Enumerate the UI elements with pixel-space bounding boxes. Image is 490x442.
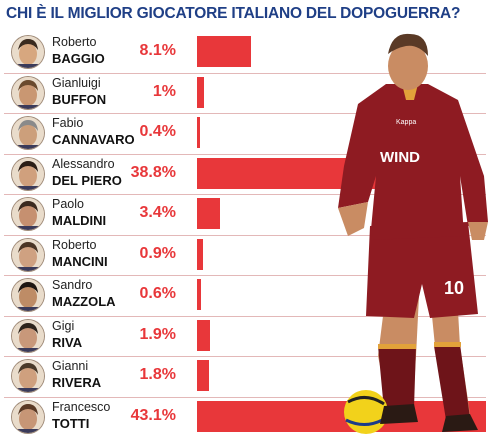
player-avatar (12, 76, 44, 109)
player-avatar (12, 319, 44, 352)
bar (197, 117, 200, 148)
player-first-name: Gigi (52, 318, 75, 333)
bar (197, 400, 486, 432)
bar (197, 279, 202, 310)
row-divider (4, 234, 486, 236)
player-avatar (12, 36, 44, 68)
data-label: 1.8% (139, 366, 176, 383)
bar (197, 198, 220, 229)
row-divider (4, 113, 486, 114)
chart-title: CHI È IL MIGLIOR GIOCATORE ITALIANO DEL … (6, 5, 461, 22)
bar (197, 360, 210, 391)
bar (197, 36, 252, 67)
player-last-name: BAGGIO (52, 51, 105, 66)
player-last-name: RIVERA (52, 375, 102, 390)
player-first-name: Paolo (52, 197, 84, 211)
chart-row: Gianni RIVERA 1.8% (0, 357, 490, 395)
player-last-name: TOTTI (52, 415, 90, 431)
player-avatar (12, 198, 44, 230)
row-divider (4, 194, 486, 195)
player-last-name: MAZZOLA (52, 294, 116, 309)
player-last-name: RIVA (52, 334, 83, 350)
data-label: 38.8% (130, 163, 176, 181)
player-last-name: CANNAVARO (52, 132, 135, 147)
player-first-name: Roberto (52, 35, 97, 49)
player-first-name: Gianni (52, 359, 89, 373)
chart-row: Gigi RIVA 1.9% (0, 317, 490, 355)
player-avatar (12, 238, 44, 271)
data-label: 0.4% (139, 123, 176, 140)
player-first-name: Roberto (52, 237, 97, 252)
row-divider (4, 275, 486, 276)
data-label: 0.6% (139, 285, 176, 302)
player-avatar (12, 117, 44, 149)
player-first-name: Gianluigi (52, 75, 101, 90)
player-avatar (12, 400, 44, 433)
player-last-name: DEL PIERO (52, 172, 122, 188)
row-divider (4, 315, 486, 317)
chart-row: Gianluigi BUFFON 1% (0, 74, 490, 112)
data-label: 1% (152, 82, 176, 100)
data-label: 43.1% (130, 406, 176, 424)
bar (197, 157, 458, 189)
player-first-name: Francesco (52, 399, 111, 414)
player-last-name: MALDINI (52, 213, 107, 228)
player-avatar (12, 157, 44, 190)
data-label: 3.4% (139, 204, 176, 221)
data-label: 0.9% (139, 244, 176, 262)
bar (197, 319, 210, 351)
bar (197, 238, 204, 270)
row-divider (4, 356, 486, 357)
player-first-name: Fabio (52, 116, 84, 130)
chart-row: Sandro MAZZOLA 0.6% (0, 276, 490, 314)
player-avatar (12, 360, 44, 392)
chart-row: Roberto BAGGIO 8.1% (0, 33, 490, 71)
chart-row: Roberto MANCINI 0.9% (0, 236, 490, 274)
player-last-name: BUFFON (52, 91, 107, 107)
chart-row: Fabio CANNAVARO 0.4% (0, 114, 490, 152)
row-divider (4, 72, 486, 74)
player-first-name: Alessandro (52, 156, 115, 171)
player-last-name: MANCINI (52, 253, 108, 269)
chart-row: Francesco TOTTI 43.1% (0, 398, 490, 436)
player-avatar (12, 279, 44, 311)
bar (197, 76, 204, 108)
row-divider (4, 396, 486, 398)
chart-row: Alessandro DEL PIERO 38.8% (0, 155, 490, 193)
data-label: 1.9% (139, 325, 176, 343)
bar-chart: Roberto BAGGIO 8.1% Gianluigi BUFFON 1% Fabio C… (0, 33, 490, 438)
row-divider (4, 153, 486, 155)
data-label: 8.1% (139, 42, 176, 59)
chart-row: Paolo MALDINI 3.4% (0, 195, 490, 233)
player-first-name: Sandro (52, 278, 93, 292)
